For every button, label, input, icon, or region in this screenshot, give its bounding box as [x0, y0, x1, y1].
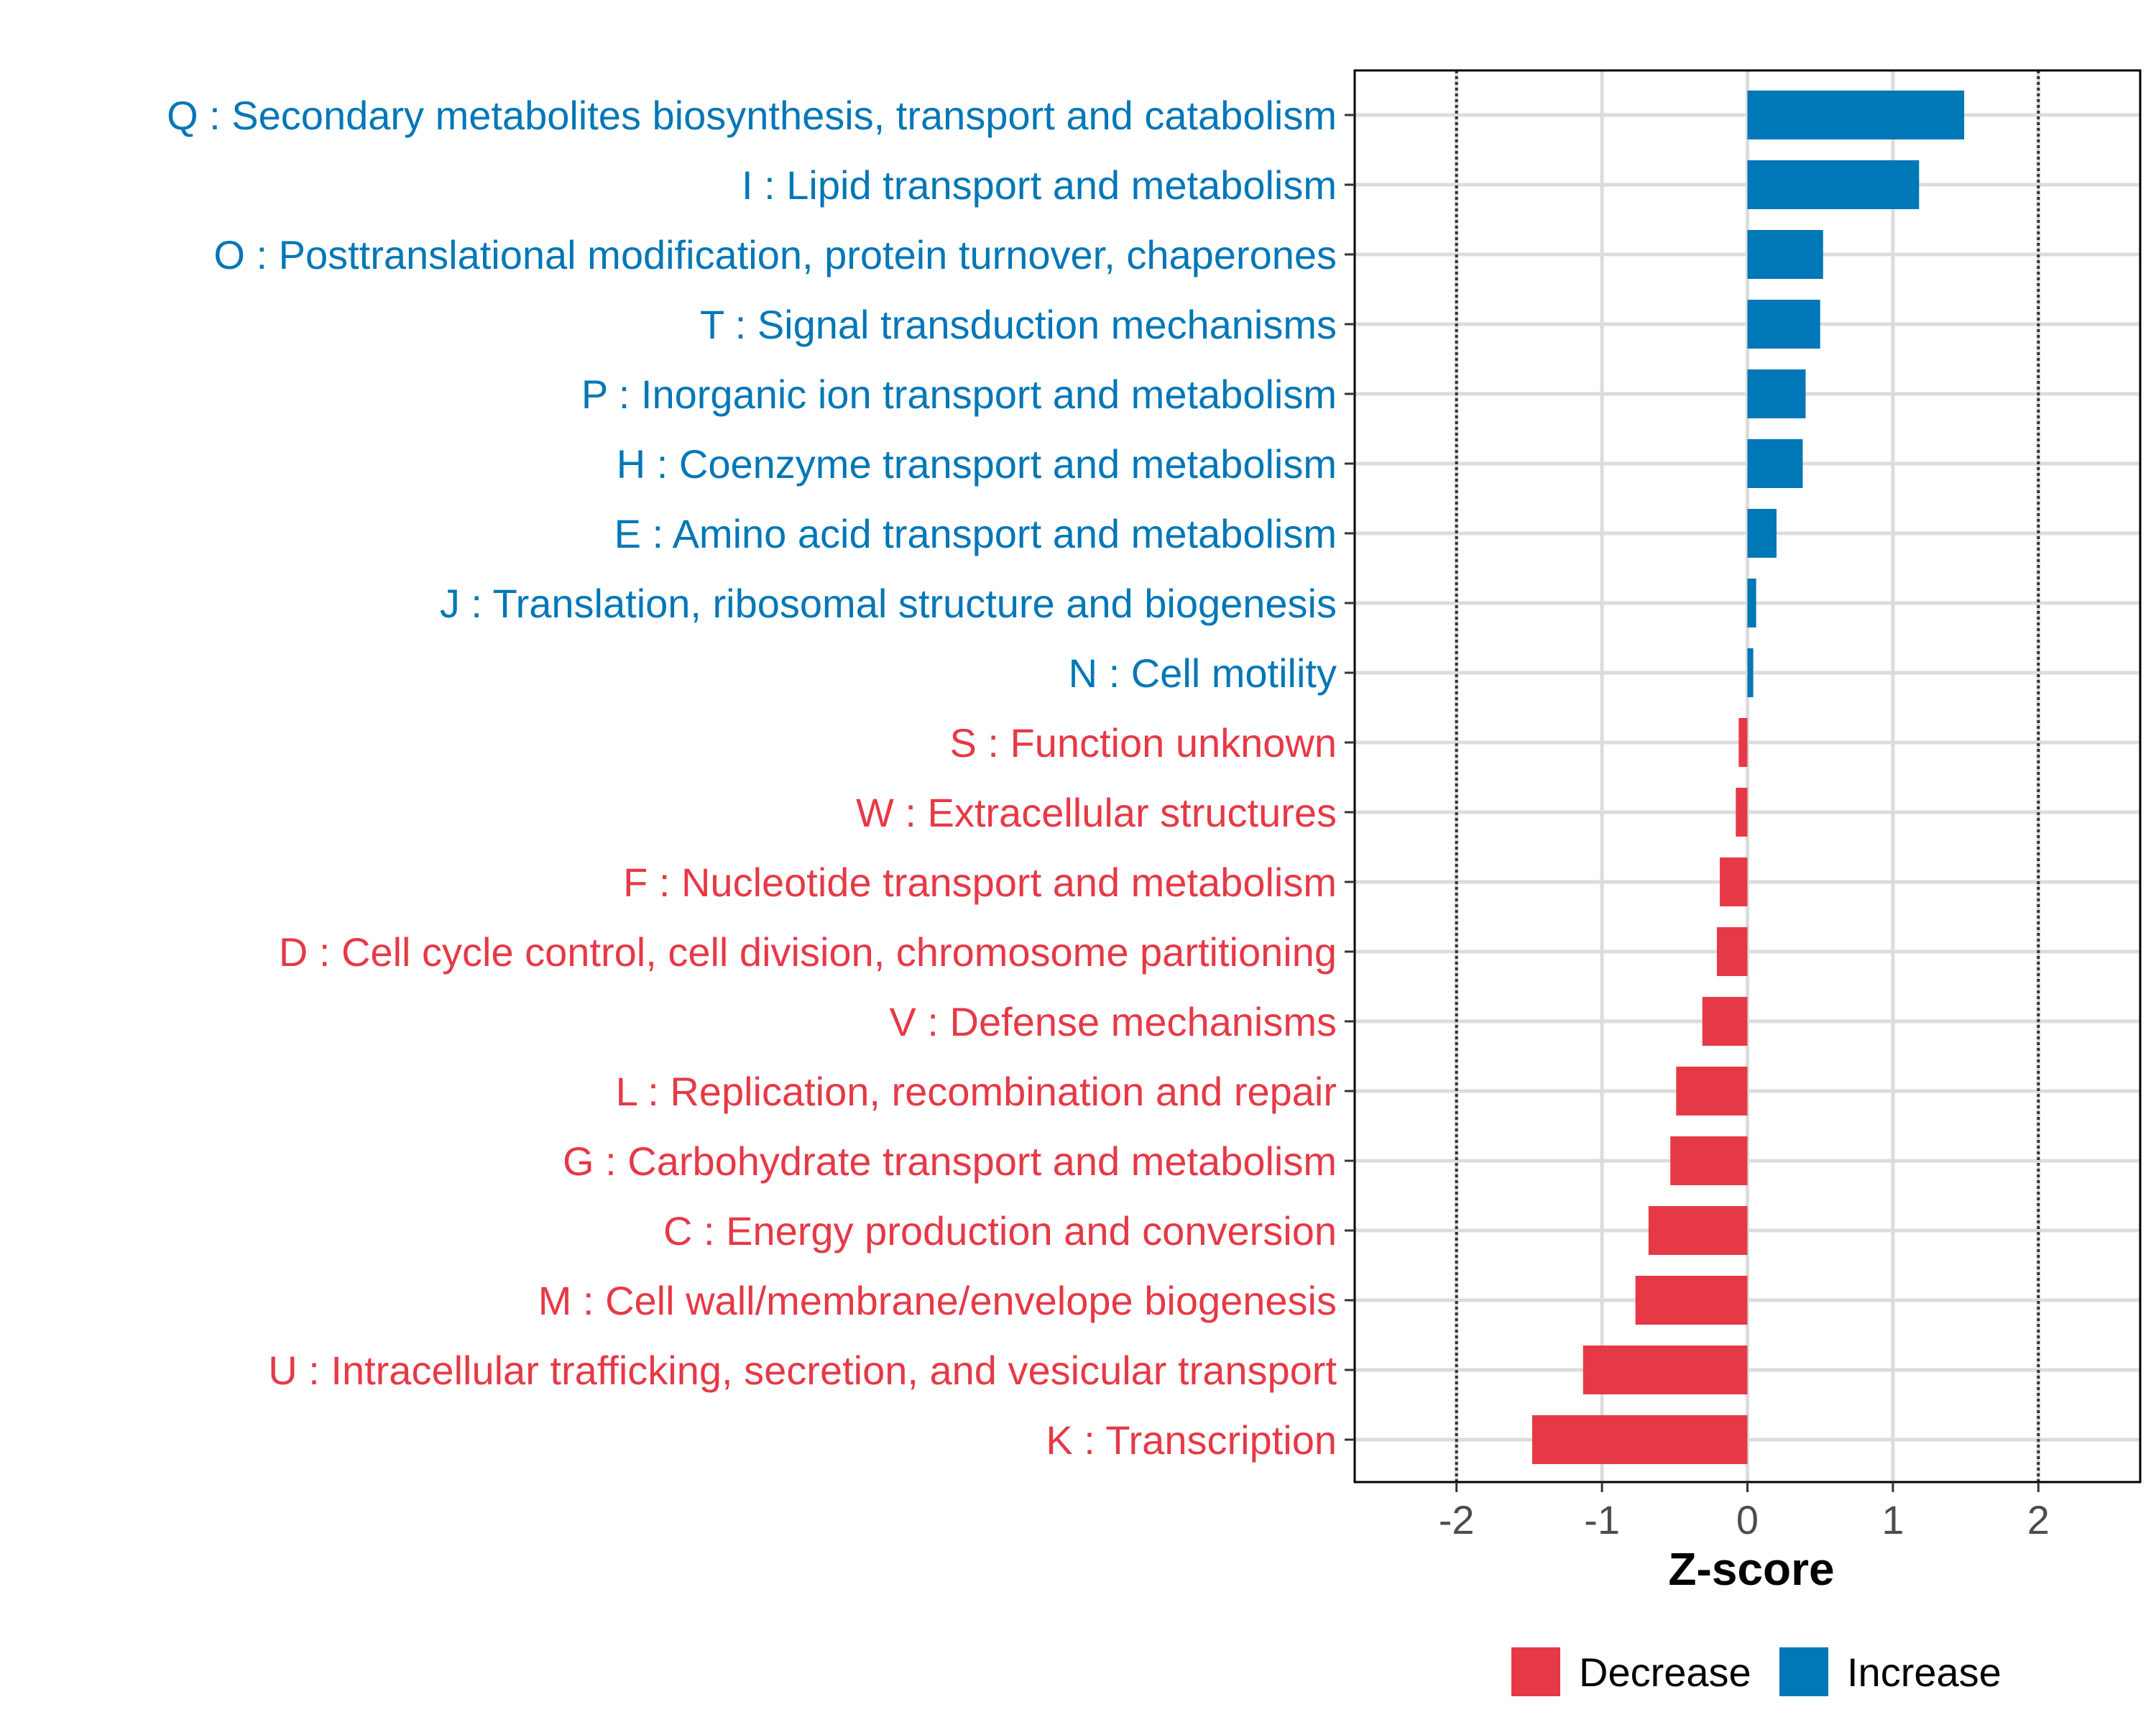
bar-f — [1720, 857, 1748, 906]
y-axis-category-labels: Q : Secondary metabolites biosynthesis, … — [167, 93, 1337, 1463]
category-label: J : Translation, ribosomal structure and… — [440, 581, 1337, 626]
category-label: K : Transcription — [1046, 1417, 1337, 1463]
x-axis-title: Z-score — [1668, 1543, 1834, 1595]
bar-n — [1747, 648, 1754, 697]
bar-l — [1676, 1067, 1748, 1116]
category-label: C : Energy production and conversion — [663, 1208, 1337, 1254]
bar-o — [1747, 230, 1823, 279]
bar-p — [1747, 369, 1806, 418]
category-label: M : Cell wall/membrane/envelope biogenes… — [538, 1278, 1337, 1323]
legend-label-decrease: Decrease — [1579, 1650, 1751, 1695]
bar-h — [1747, 439, 1803, 488]
category-label: H : Coenzyme transport and metabolism — [617, 441, 1337, 487]
x-axis-ticks: -2 -1 0 1 2 — [1439, 1482, 2050, 1542]
grid-lines — [1355, 70, 2140, 1482]
x-tick-label: -2 — [1439, 1497, 1475, 1542]
x-tick-label: -1 — [1584, 1497, 1620, 1542]
legend-swatch-increase — [1779, 1647, 1828, 1696]
category-label: D : Cell cycle control, cell division, c… — [279, 929, 1337, 975]
legend-label-increase: Increase — [1847, 1650, 2001, 1695]
bar-j — [1747, 579, 1756, 627]
category-label: I : Lipid transport and metabolism — [742, 162, 1337, 208]
bar-m — [1635, 1276, 1748, 1325]
bar-v — [1702, 997, 1748, 1046]
bar-d — [1716, 927, 1748, 976]
category-label: Q : Secondary metabolites biosynthesis, … — [167, 93, 1337, 138]
bar-e — [1747, 509, 1777, 558]
category-label: F : Nucleotide transport and metabolism — [623, 860, 1337, 905]
legend-swatch-decrease — [1511, 1647, 1560, 1696]
legend: Decrease Increase — [1511, 1647, 2001, 1696]
category-label: S : Function unknown — [949, 720, 1337, 765]
category-label: T : Signal transduction mechanisms — [700, 302, 1337, 347]
category-label: O : Posttranslational modification, prot… — [213, 232, 1337, 277]
bar-q — [1747, 91, 1965, 139]
x-tick-label: 0 — [1736, 1497, 1759, 1542]
category-label: L : Replication, recombination and repai… — [616, 1069, 1337, 1114]
bar-g — [1670, 1136, 1748, 1185]
category-label: P : Inorganic ion transport and metaboli… — [581, 372, 1337, 417]
x-tick-label: 2 — [2027, 1497, 2050, 1542]
category-label: E : Amino acid transport and metabolism — [614, 511, 1337, 556]
category-label: G : Carbohydrate transport and metabolis… — [563, 1138, 1337, 1184]
bars — [1531, 91, 1965, 1464]
category-label: U : Intracellular trafficking, secretion… — [268, 1348, 1337, 1393]
category-label: N : Cell motility — [1069, 650, 1337, 696]
category-label: V : Defense mechanisms — [890, 999, 1337, 1044]
x-tick-label: 1 — [1881, 1497, 1904, 1542]
category-label: W : Extracellular structures — [856, 790, 1337, 835]
y-axis-ticks — [1345, 114, 1355, 1441]
bar-k — [1531, 1415, 1748, 1464]
bar-w — [1736, 788, 1748, 837]
bar-c — [1648, 1206, 1748, 1255]
bar-u — [1583, 1346, 1748, 1394]
bar-t — [1747, 300, 1820, 349]
bar-s — [1738, 718, 1748, 767]
bar-i — [1747, 160, 1920, 209]
